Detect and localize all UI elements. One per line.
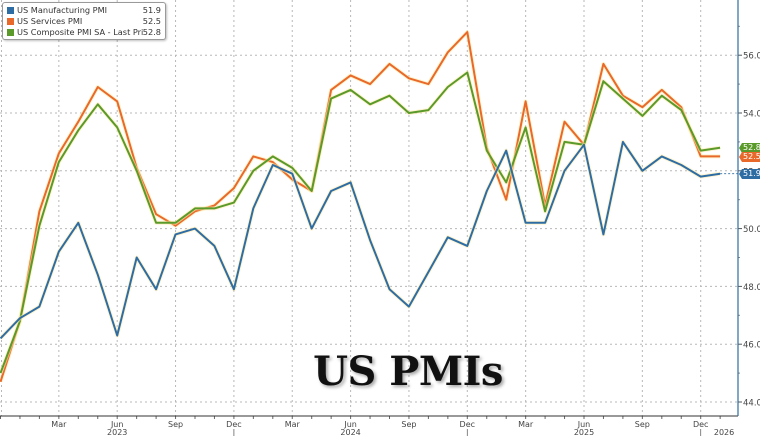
legend: US Manufacturing PMI 51.9 US Services PM… — [2, 2, 166, 40]
legend-item-services: US Services PMI 52.5 — [7, 16, 161, 27]
last-value-tag-composite: 52.8 — [739, 143, 760, 153]
chart-title: US PMIs — [313, 348, 503, 395]
legend-value: 51.9 — [142, 5, 161, 15]
svg-text:56.0: 56.0 — [743, 52, 760, 62]
svg-text:Jun: Jun — [343, 420, 357, 429]
svg-text:Dec: Dec — [693, 420, 708, 429]
legend-swatch-services — [7, 18, 14, 25]
legend-item-composite: US Composite PMI SA - Last Price 52.8 — [7, 27, 161, 38]
svg-text:2025: 2025 — [574, 428, 594, 436]
last-value-tag-services: 52.5 — [739, 152, 760, 162]
svg-text:46.0: 46.0 — [743, 341, 760, 351]
legend-swatch-manufacturing — [7, 7, 14, 14]
svg-text:2026: 2026 — [714, 428, 734, 436]
svg-text:Mar: Mar — [518, 420, 534, 429]
svg-text:2024: 2024 — [340, 428, 360, 436]
svg-text:Sep: Sep — [401, 420, 416, 429]
svg-text:Jun: Jun — [110, 420, 124, 429]
svg-text:50.0: 50.0 — [743, 225, 760, 235]
legend-label: US Services PMI — [17, 16, 83, 26]
svg-text:Sep: Sep — [168, 420, 183, 429]
svg-text:48.0: 48.0 — [743, 283, 760, 293]
legend-label: US Composite PMI SA - Last Price — [17, 27, 143, 37]
legend-swatch-composite — [7, 29, 14, 36]
svg-text:54.0: 54.0 — [743, 110, 760, 120]
svg-text:Dec: Dec — [460, 420, 475, 429]
svg-text:Mar: Mar — [285, 420, 301, 429]
svg-text:Mar: Mar — [51, 420, 67, 429]
legend-value: 52.8 — [142, 27, 161, 37]
svg-text:Sep: Sep — [635, 420, 650, 429]
last-value-tag-manufacturing: 51.9 — [739, 169, 760, 179]
svg-text:Jun: Jun — [577, 420, 591, 429]
svg-text:44.0: 44.0 — [743, 399, 760, 409]
svg-text:Dec: Dec — [226, 420, 241, 429]
legend-label: US Manufacturing PMI — [17, 5, 108, 15]
legend-item-manufacturing: US Manufacturing PMI 51.9 — [7, 5, 161, 16]
svg-text:2023: 2023 — [107, 428, 127, 436]
legend-value: 52.5 — [142, 16, 161, 26]
